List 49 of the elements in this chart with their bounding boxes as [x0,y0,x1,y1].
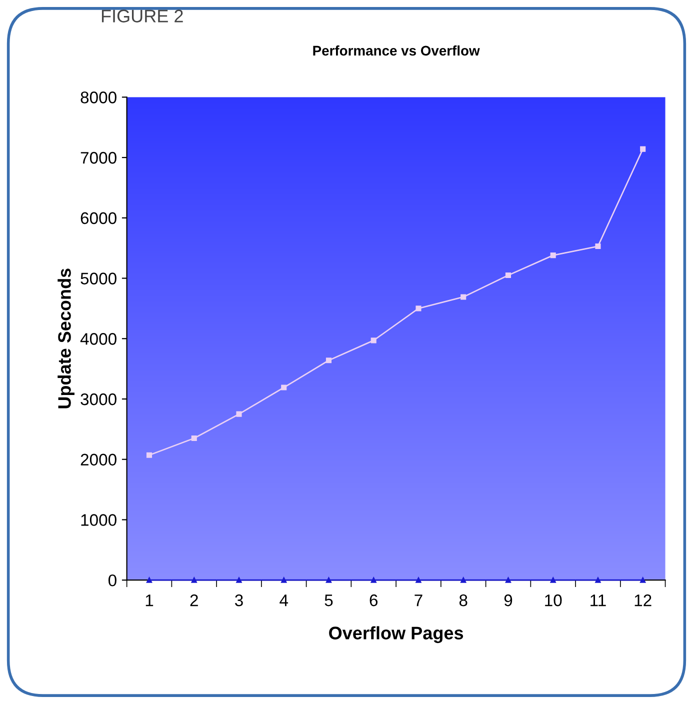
chart-title: Performance vs Overflow [313,45,480,56]
y-tick-label: 2000 [80,454,116,466]
x-tick-label: 12 [634,594,652,606]
caption: FIGURE 2 [102,10,183,22]
point [416,577,422,583]
x-tick-label: 1 [146,594,154,606]
point [550,252,556,258]
y-tick-label: 0 [108,574,116,586]
point [460,577,466,583]
x-tick-label: 3 [235,594,243,606]
x-tick-label: 11 [590,594,606,606]
y-tick-label: 1000 [81,514,116,526]
x-tick-label: 8 [459,594,468,606]
point [550,577,556,583]
y-tick-label: 4000 [80,333,116,345]
point [460,294,466,300]
y-tick-label: 6000 [80,212,116,224]
x-tick-label: 2 [190,594,198,606]
point [640,146,646,152]
point [640,577,646,583]
point [236,411,242,417]
x-tick-label: 7 [414,594,422,606]
point [326,358,332,364]
x-tick-label: 9 [504,594,512,606]
y-tick-label: 7000 [80,152,116,164]
point [281,384,287,390]
x-tick-label: 5 [324,594,333,606]
point [595,577,601,583]
point [191,435,197,442]
x-tick-label: 10 [545,594,562,606]
point [281,577,287,583]
point [595,243,601,250]
y-tick-label: 8000 [80,92,116,104]
point [505,577,512,583]
y-axis-title: Update Seconds [58,268,74,408]
x-axis-title: Overflow Pages [329,626,464,644]
point [191,577,197,583]
point [370,338,376,344]
point [370,577,376,583]
point [146,452,152,458]
x-tick-label: 4 [280,594,288,606]
point [146,577,152,583]
x-tick-label: 6 [370,594,378,606]
y-tick-label: 3000 [80,393,116,406]
point [505,272,512,278]
y-tick-label: 5000 [80,272,116,284]
point [326,577,332,583]
point [416,306,422,312]
point [236,577,242,583]
